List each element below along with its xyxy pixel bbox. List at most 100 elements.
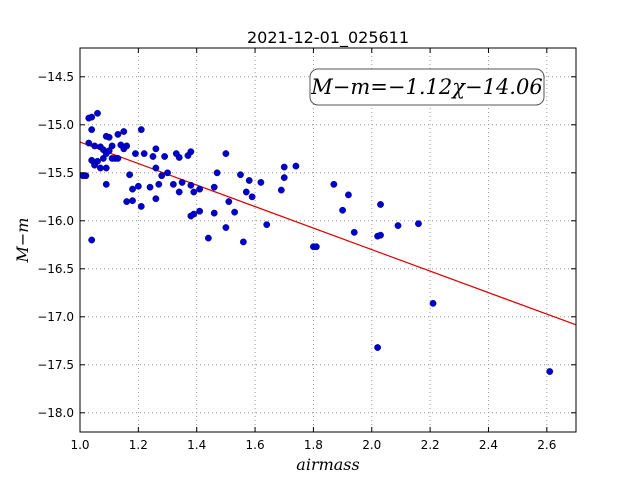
y-tick-label: −17.5 bbox=[37, 358, 74, 372]
data-point bbox=[88, 126, 96, 134]
x-tick-label: 1.0 bbox=[70, 438, 89, 452]
data-point bbox=[120, 145, 128, 153]
data-point bbox=[164, 169, 171, 177]
x-axis-label: airmass bbox=[296, 455, 359, 474]
data-point bbox=[245, 177, 253, 184]
data-point bbox=[546, 368, 554, 375]
x-tick-label: 1.8 bbox=[304, 438, 323, 452]
x-tick-label: 1.2 bbox=[129, 438, 148, 452]
chart-title: 2021-12-01_025611 bbox=[247, 28, 409, 48]
data-point bbox=[129, 185, 136, 193]
data-point bbox=[377, 231, 384, 239]
data-point bbox=[263, 221, 271, 229]
data-point bbox=[350, 228, 358, 236]
data-point bbox=[120, 128, 128, 135]
data-point bbox=[222, 150, 230, 158]
y-tick-label: −16.5 bbox=[37, 262, 74, 276]
data-point bbox=[137, 202, 145, 210]
data-point bbox=[91, 142, 98, 150]
data-point bbox=[213, 169, 221, 177]
annotation-box bbox=[309, 68, 545, 106]
data-point bbox=[94, 109, 101, 117]
data-point bbox=[79, 172, 87, 180]
y-tick-label: −15.5 bbox=[37, 166, 74, 180]
data-point bbox=[187, 212, 195, 220]
data-point bbox=[85, 139, 93, 147]
data-point bbox=[280, 174, 288, 182]
data-point bbox=[152, 164, 160, 172]
data-point bbox=[190, 188, 198, 196]
data-point bbox=[132, 150, 139, 158]
y-tick-label: −15.0 bbox=[37, 118, 74, 132]
data-point bbox=[339, 206, 346, 214]
data-point bbox=[210, 183, 218, 191]
data-point bbox=[292, 162, 300, 170]
data-point bbox=[222, 224, 230, 231]
data-point bbox=[429, 299, 437, 307]
x-tick-label: 2.0 bbox=[362, 438, 381, 452]
data-point bbox=[126, 171, 134, 179]
data-point bbox=[394, 222, 402, 230]
data-point bbox=[137, 126, 145, 134]
data-point bbox=[152, 145, 160, 153]
x-tick-label: 2.2 bbox=[421, 438, 440, 452]
x-tick-label: 2.4 bbox=[479, 438, 498, 452]
data-point bbox=[175, 188, 183, 196]
data-point bbox=[239, 238, 247, 246]
data-point bbox=[114, 130, 122, 138]
data-point bbox=[102, 164, 110, 172]
data-point bbox=[377, 201, 384, 208]
y-axis-label: M−m bbox=[13, 218, 32, 264]
fit-equation: M−m=−1.12χ−14.06 bbox=[310, 75, 542, 99]
data-point bbox=[248, 193, 256, 201]
data-point bbox=[105, 133, 113, 141]
data-point bbox=[187, 181, 195, 189]
data-point bbox=[158, 172, 166, 180]
data-point bbox=[280, 163, 288, 171]
data-point bbox=[312, 243, 320, 251]
data-point bbox=[129, 197, 136, 205]
data-point bbox=[114, 154, 122, 162]
data-point bbox=[242, 188, 250, 196]
data-point bbox=[85, 114, 93, 122]
data-point bbox=[345, 191, 352, 199]
data-point bbox=[149, 153, 157, 160]
data-point bbox=[196, 185, 204, 193]
data-point bbox=[257, 178, 265, 186]
data-point bbox=[204, 234, 212, 242]
data-point bbox=[196, 207, 204, 215]
data-point bbox=[374, 344, 381, 351]
data-point bbox=[277, 186, 285, 194]
x-tick-label: 2.6 bbox=[537, 438, 556, 452]
plot-frame bbox=[79, 47, 577, 433]
data-point bbox=[415, 220, 422, 228]
data-point bbox=[184, 152, 192, 159]
data-point bbox=[105, 147, 113, 155]
data-point bbox=[169, 180, 177, 188]
y-tick-label: −16.0 bbox=[37, 214, 74, 228]
data-point bbox=[237, 171, 244, 179]
data-point bbox=[330, 180, 338, 188]
data-point bbox=[97, 164, 104, 172]
data-point bbox=[123, 198, 131, 206]
data-point bbox=[91, 161, 98, 169]
data-point bbox=[134, 182, 142, 190]
axis-ticks: 1.0 1.2 1.4 1.6 1.8 2.0 2.2 2.4 2.6 −14.5 −15.0 −15… bbox=[37, 48, 576, 452]
data-point bbox=[225, 198, 233, 206]
data-point bbox=[146, 183, 154, 191]
equation-annotation: M−m=−1.12χ−14.06 bbox=[309, 68, 545, 106]
data-point bbox=[178, 178, 186, 186]
y-tick-label: −18.0 bbox=[37, 406, 74, 420]
data-point bbox=[88, 236, 96, 244]
data-points bbox=[79, 109, 554, 375]
data-point bbox=[155, 180, 163, 188]
data-point bbox=[161, 153, 169, 160]
y-tick-label: −17.0 bbox=[37, 310, 74, 324]
data-point bbox=[210, 209, 218, 217]
x-tick-label: 1.4 bbox=[187, 438, 206, 452]
x-tick-label: 1.6 bbox=[246, 438, 265, 452]
data-point bbox=[102, 180, 110, 188]
data-point bbox=[140, 150, 148, 158]
y-tick-label: −14.5 bbox=[37, 70, 74, 84]
